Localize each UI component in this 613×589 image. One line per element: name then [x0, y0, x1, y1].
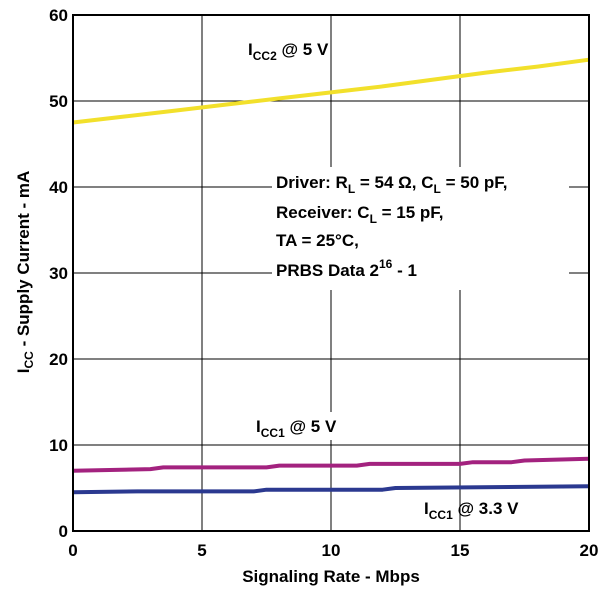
y-tick-label: 50 [49, 92, 68, 111]
x-tick-label: 15 [451, 541, 470, 560]
y-tick-label: 0 [59, 522, 68, 541]
y-tick-labels: 0 10 20 30 40 50 60 [49, 6, 68, 541]
x-tick-label: 0 [68, 541, 77, 560]
series-lines [72, 57, 590, 495]
conditions-line-2: Receiver: CL = 15 pF, [276, 203, 444, 226]
series-line-icc1-5-v [72, 456, 590, 473]
y-tick-label: 20 [49, 350, 68, 369]
x-tick-labels: 0 5 10 15 20 [68, 541, 598, 560]
x-tick-label: 5 [197, 541, 206, 560]
icc1-5v-label: ICC1 @ 5 V [256, 417, 337, 440]
conditions-line-4: PRBS Data 216 - 1 [276, 257, 417, 280]
y-tick-label: 30 [49, 264, 68, 283]
series-line-icc2-5-v [72, 57, 590, 125]
icc1-33v-label: ICC1 @ 3.3 V [424, 499, 519, 522]
icc1-5v-label-bg [243, 412, 368, 440]
x-axis-label: Signaling Rate - Mbps [242, 567, 420, 586]
y-tick-label: 40 [49, 178, 68, 197]
y-axis-label: ICC - Supply Current - mA [14, 171, 36, 373]
conditions-bg [272, 167, 569, 290]
x-tick-label: 20 [580, 541, 599, 560]
x-tick-label: 10 [322, 541, 341, 560]
y-tick-label: 60 [49, 6, 68, 25]
y-tick-label: 10 [49, 436, 68, 455]
plot-frame [72, 14, 590, 532]
conditions-line-1: Driver: RL = 54 Ω, CL = 50 pF, [276, 173, 507, 196]
series-line-icc1-3-3-v [72, 484, 590, 495]
icc2-label: ICC2 @ 5 V [248, 40, 329, 63]
conditions-line-3: TA = 25°C, [276, 231, 359, 250]
